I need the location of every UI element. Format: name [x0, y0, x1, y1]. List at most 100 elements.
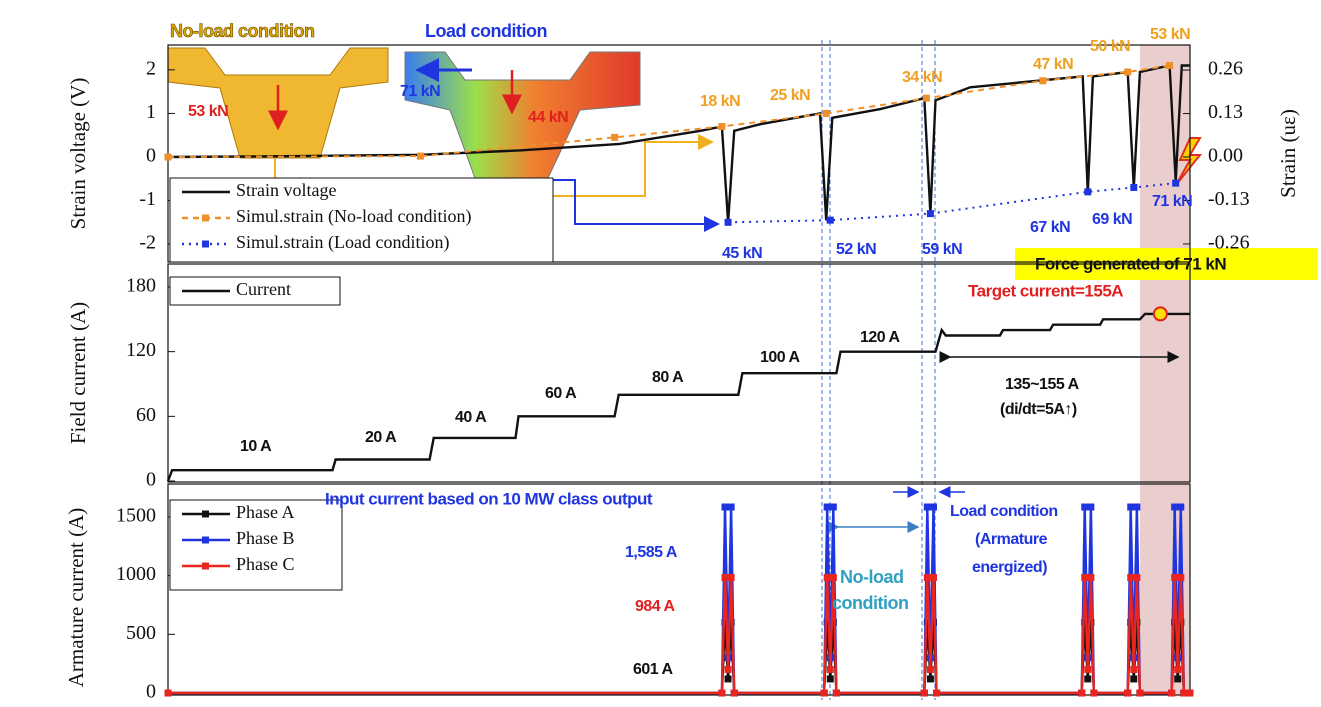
- annotation: energized): [972, 559, 1047, 576]
- point-marker: [1084, 188, 1091, 195]
- annotation: 44 kN: [528, 109, 568, 126]
- point-marker: [728, 504, 735, 511]
- point-marker: [1127, 504, 1134, 511]
- y-tick-label: -1: [139, 188, 156, 210]
- annotation: 80 A: [652, 369, 684, 386]
- annotation: 71 kN: [1152, 193, 1192, 210]
- point-marker: [921, 690, 928, 697]
- annotation: 52 kN: [836, 241, 876, 258]
- annotation: Target current=155A: [968, 281, 1123, 300]
- legend-marker: [202, 241, 209, 248]
- point-marker: [824, 574, 831, 581]
- point-marker: [1130, 675, 1137, 682]
- point-marker: [1081, 574, 1088, 581]
- y-tick-label: 120: [126, 339, 156, 361]
- point-marker: [1174, 675, 1181, 682]
- point-marker: [1136, 690, 1143, 697]
- point-marker: [1130, 184, 1137, 191]
- legend-marker: [202, 511, 209, 518]
- point-marker: [823, 110, 830, 117]
- annotation: 45 kN: [722, 245, 762, 262]
- annotation: No-load condition: [170, 21, 314, 41]
- point-marker: [1166, 62, 1173, 69]
- point-marker: [1124, 690, 1131, 697]
- y-tick-label: 500: [126, 622, 156, 644]
- annotation: Load condition: [950, 503, 1058, 520]
- annotation: 18 kN: [700, 93, 740, 110]
- annotation: 59 kN: [922, 241, 962, 258]
- annotation: 25 kN: [770, 87, 810, 104]
- point-marker: [1177, 504, 1184, 511]
- legend-marker: [202, 537, 209, 544]
- annotation: 20 A: [365, 429, 397, 446]
- annotation: 1,585 A: [625, 544, 678, 561]
- series-line: [168, 578, 1190, 694]
- point-marker: [1084, 675, 1091, 682]
- y2-axis-title: Strain (uε): [1276, 109, 1300, 198]
- point-marker: [1087, 574, 1094, 581]
- series-line: [168, 623, 1190, 694]
- y-tick-label: -2: [139, 232, 156, 254]
- point-marker: [924, 504, 931, 511]
- point-marker: [1081, 504, 1088, 511]
- inset-load: [405, 52, 640, 178]
- y-axis-title: Field current (A): [66, 302, 90, 444]
- point-marker: [923, 95, 930, 102]
- point-marker: [930, 504, 937, 511]
- target-point: [1154, 307, 1167, 320]
- y2-tick-label: 0.13: [1208, 101, 1243, 123]
- annotation: 40 A: [455, 409, 487, 426]
- annotation: 100 A: [760, 349, 801, 366]
- legend-label: Simul.strain (No-load condition): [236, 206, 471, 227]
- point-marker: [718, 123, 725, 130]
- annotation: (di/dt=5A↑): [1000, 401, 1077, 418]
- point-marker: [830, 574, 837, 581]
- point-marker: [718, 690, 725, 697]
- point-marker: [1078, 690, 1085, 697]
- point-marker: [827, 675, 834, 682]
- point-marker: [1133, 574, 1140, 581]
- annotation: 120 A: [860, 329, 901, 346]
- annotation: 34 kN: [902, 69, 942, 86]
- point-marker: [731, 690, 738, 697]
- point-marker: [725, 675, 732, 682]
- y-tick-label: 2: [146, 57, 156, 79]
- annotation: 10 A: [240, 438, 272, 455]
- annotation: No-load: [840, 567, 904, 587]
- connector: [550, 180, 718, 224]
- point-marker: [824, 504, 831, 511]
- annotation: 69 kN: [1092, 211, 1132, 228]
- point-marker: [821, 690, 828, 697]
- point-marker: [830, 504, 837, 511]
- point-marker: [933, 690, 940, 697]
- annotation: Input current based on 10 MW class outpu…: [325, 489, 653, 508]
- y-tick-label: 0: [146, 145, 156, 167]
- series-line: [168, 314, 1190, 481]
- point-marker: [1172, 180, 1179, 187]
- y2-tick-label: 0.00: [1208, 145, 1243, 167]
- point-marker: [417, 153, 424, 160]
- point-marker: [1187, 690, 1194, 697]
- legend-marker: [202, 563, 209, 570]
- y-axis-title: Armature current (A): [64, 508, 88, 688]
- point-marker: [1127, 574, 1134, 581]
- legend-label: Simul.strain (Load condition): [236, 232, 449, 253]
- y-tick-label: 1: [146, 101, 156, 123]
- point-marker: [1084, 666, 1091, 673]
- point-marker: [827, 217, 834, 224]
- annotation: 71 kN: [400, 83, 440, 100]
- annotation: Load condition: [425, 21, 547, 41]
- point-marker: [721, 504, 728, 511]
- legend-label: Phase C: [236, 554, 295, 574]
- point-marker: [725, 666, 732, 673]
- y-tick-label: 180: [126, 275, 156, 297]
- point-marker: [927, 210, 934, 217]
- point-marker: [1174, 666, 1181, 673]
- y-tick-label: 0: [146, 681, 156, 703]
- point-marker: [725, 219, 732, 226]
- annotation: 53 kN: [1150, 26, 1190, 43]
- point-marker: [721, 574, 728, 581]
- annotation: 53 kN: [188, 103, 228, 120]
- point-marker: [165, 690, 172, 697]
- point-marker: [924, 574, 931, 581]
